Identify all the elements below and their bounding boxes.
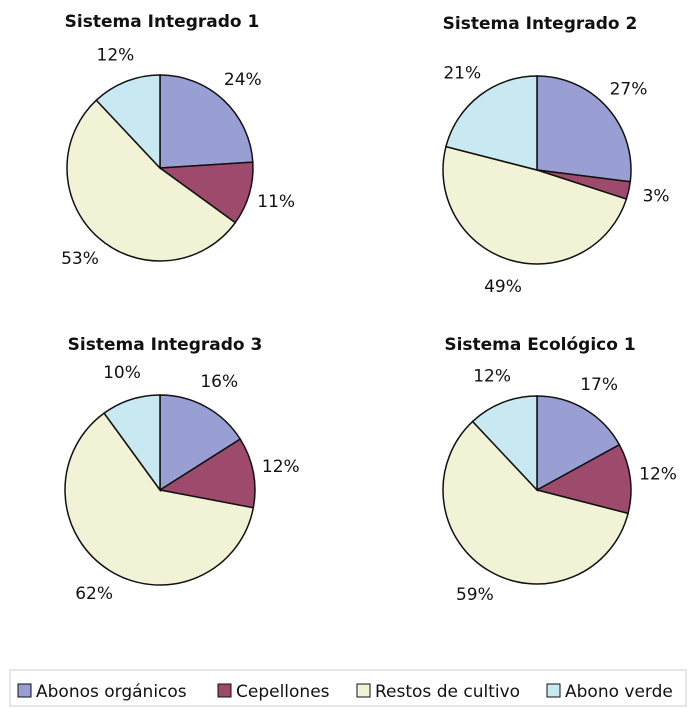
data-label: 16%	[200, 372, 238, 392]
data-label: 21%	[443, 64, 481, 84]
pie-slice	[442, 420, 629, 585]
pie-slice	[159, 394, 242, 492]
legend-swatch	[217, 683, 232, 698]
data-label: 12%	[262, 457, 300, 477]
legend-label: Cepellones	[236, 682, 330, 702]
data-label: 12%	[473, 367, 511, 387]
chart-title: Sistema Ecológico 1	[444, 335, 635, 355]
legend-box	[9, 669, 687, 707]
data-label: 27%	[610, 79, 648, 99]
pie-slice	[445, 75, 538, 171]
pie-slice	[103, 394, 161, 493]
data-label: 59%	[456, 585, 494, 605]
data-label: 11%	[257, 192, 295, 212]
chart-title: Sistema Integrado 1	[65, 12, 260, 32]
pie-slice	[442, 145, 628, 265]
pie-slice	[471, 395, 538, 492]
legend-label: Abono verde	[565, 682, 673, 702]
legend-swatch	[546, 683, 561, 698]
pie-slice	[159, 74, 254, 169]
legend-label: Restos de cultivo	[375, 682, 520, 702]
pie-slice	[157, 438, 256, 509]
pie-slice	[95, 74, 161, 170]
legend-swatch	[356, 683, 371, 698]
data-label: 3%	[643, 187, 670, 207]
pie-slice	[536, 75, 632, 183]
pie-slice	[534, 443, 632, 515]
data-label: 12%	[639, 465, 677, 485]
pie-slice	[66, 99, 237, 262]
legend-swatch	[17, 683, 32, 698]
data-label: 10%	[103, 363, 141, 383]
data-label: 17%	[580, 375, 618, 395]
data-label: 53%	[61, 249, 99, 269]
data-label: 12%	[97, 45, 135, 65]
data-label: 49%	[484, 277, 522, 297]
pie-slice	[64, 412, 255, 586]
data-label: 24%	[224, 70, 262, 90]
chart-title: Sistema Integrado 2	[443, 14, 638, 34]
chart-title: Sistema Integrado 3	[68, 335, 263, 355]
pie-slice	[536, 395, 621, 492]
legend-label: Abonos orgánicos	[36, 682, 187, 702]
data-label: 62%	[75, 584, 113, 604]
